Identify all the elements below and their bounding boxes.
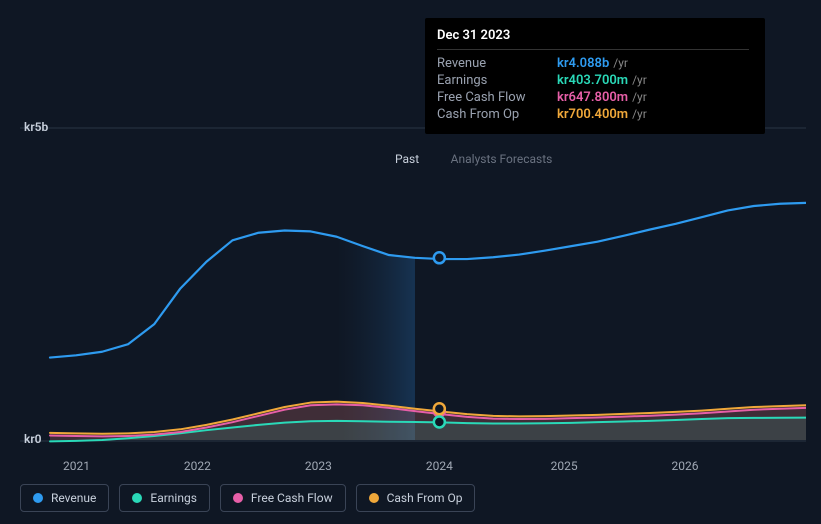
tooltip-row-unit: /yr [632, 107, 647, 121]
x-axis-tick: 2024 [426, 459, 453, 473]
chart-tooltip: Dec 31 2023 Revenuekr4.088b/yrEarningskr… [425, 18, 765, 134]
legend-swatch [369, 493, 379, 503]
tooltip-date: Dec 31 2023 [437, 28, 749, 43]
tooltip-row: Earningskr403.700m/yr [437, 73, 749, 88]
legend-label: Revenue [51, 491, 96, 505]
legend-label: Cash From Op [387, 491, 463, 505]
tooltip-row-label: Revenue [437, 56, 557, 71]
tooltip-row-value: kr700.400m [557, 107, 628, 122]
legend-swatch [132, 493, 142, 503]
tooltip-row-value: kr647.800m [557, 90, 628, 105]
tooltip-row-label: Cash From Op [437, 107, 557, 122]
legend-swatch [233, 493, 243, 503]
x-axis-tick: 2023 [305, 459, 332, 473]
tooltip-row-value: kr403.700m [557, 73, 628, 88]
chart-legend: Revenue Earnings Free Cash Flow Cash From O… [20, 484, 475, 512]
section-label-past: Past [395, 152, 419, 166]
x-axis-tick: 2026 [672, 459, 699, 473]
tooltip-row: Free Cash Flowkr647.800m/yr [437, 90, 749, 105]
y-axis-tick: kr0 [24, 432, 42, 446]
legend-swatch [33, 493, 43, 503]
tooltip-row-label: Free Cash Flow [437, 90, 557, 105]
legend-label: Earnings [150, 491, 197, 505]
legend-item[interactable]: Cash From Op [356, 484, 476, 512]
tooltip-row-label: Earnings [437, 73, 557, 88]
x-axis-tick: 2022 [184, 459, 211, 473]
tooltip-row-unit: /yr [613, 56, 628, 70]
y-axis-tick: kr5b [24, 120, 48, 134]
tooltip-row: Revenuekr4.088b/yr [437, 56, 749, 71]
x-axis-tick: 2025 [551, 459, 578, 473]
legend-item[interactable]: Earnings [119, 484, 210, 512]
tooltip-row-value: kr4.088b [557, 56, 609, 71]
section-label-forecast: Analysts Forecasts [451, 152, 553, 166]
tooltip-row: Cash From Opkr700.400m/yr [437, 107, 749, 122]
legend-label: Free Cash Flow [251, 491, 333, 505]
x-axis-labels: 2021 2022 2023 2024 2025 2026 [20, 459, 806, 479]
tooltip-row-unit: /yr [632, 90, 647, 104]
x-axis-tick: 2021 [63, 459, 90, 473]
legend-item[interactable]: Revenue [20, 484, 109, 512]
legend-item[interactable]: Free Cash Flow [220, 484, 346, 512]
tooltip-row-unit: /yr [632, 73, 647, 87]
